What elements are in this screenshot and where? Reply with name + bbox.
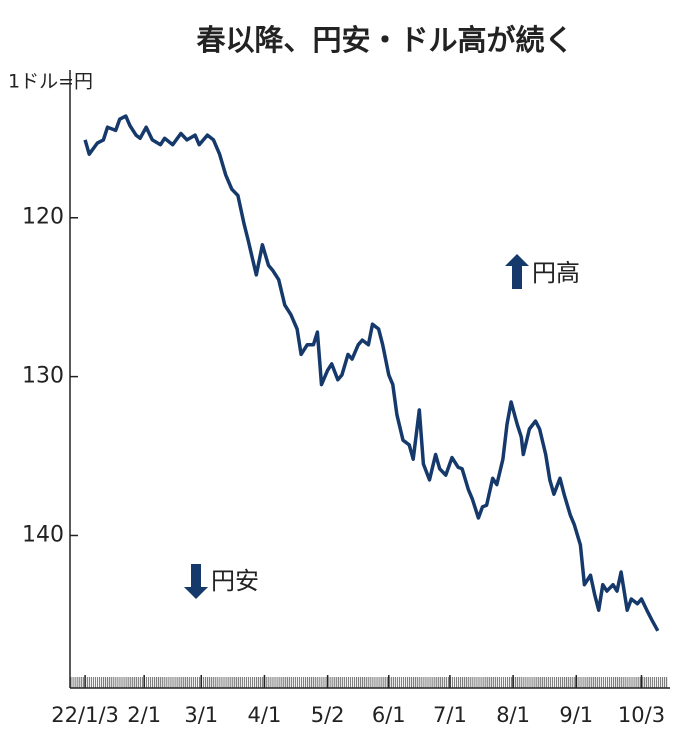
annotation: 円高 bbox=[532, 259, 580, 287]
x-tick-label: 2/1 bbox=[127, 703, 161, 727]
x-tick-label: 4/1 bbox=[248, 703, 282, 727]
x-tick-label: 22/1/3 bbox=[51, 703, 119, 727]
x-tick-label: 9/1 bbox=[559, 703, 593, 727]
y-tick-label: 120 bbox=[22, 205, 64, 230]
x-tick-label: 3/1 bbox=[184, 703, 218, 727]
up-arrow bbox=[505, 254, 529, 289]
x-tick-label: 6/1 bbox=[372, 703, 406, 727]
down-arrow bbox=[184, 564, 208, 599]
minor-ticks bbox=[70, 677, 668, 688]
x-tick-label: 5/2 bbox=[311, 703, 345, 727]
y-tick-label: 140 bbox=[22, 522, 64, 547]
x-tick-label: 10/3 bbox=[618, 703, 665, 727]
x-tick-label: 8/1 bbox=[496, 703, 530, 727]
y-axis-label: 1ドル=円 bbox=[8, 71, 93, 93]
annotation: 円安 bbox=[211, 567, 259, 595]
chart-title: 春以降、円安・ドル高が続く bbox=[196, 23, 573, 57]
x-tick-label: 7/1 bbox=[433, 703, 467, 727]
y-tick-label: 130 bbox=[22, 364, 64, 389]
line-series bbox=[83, 114, 660, 632]
